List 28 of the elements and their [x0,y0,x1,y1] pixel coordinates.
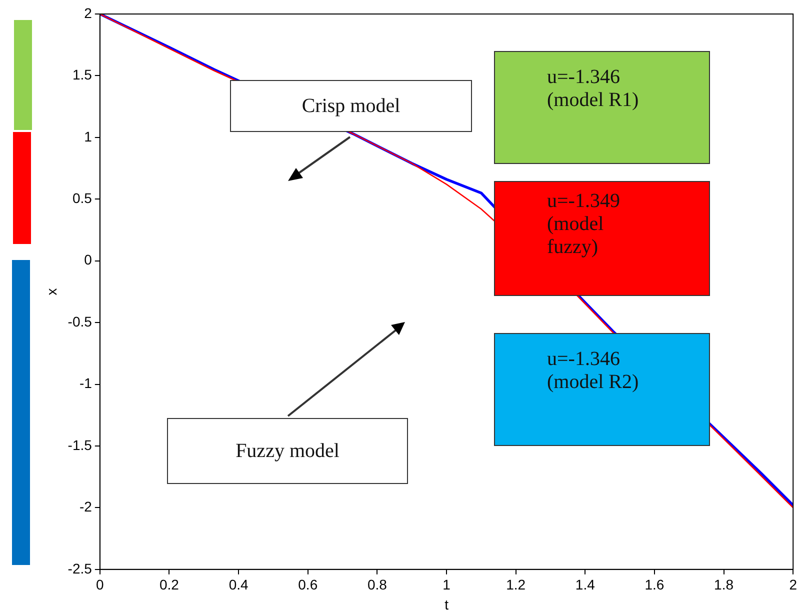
y-tick-label: -2.5 [68,560,92,576]
x-tick-label: 0.4 [228,576,248,593]
y-tick-label: 1.5 [72,66,92,83]
x-tick-label: 0 [96,576,104,593]
y-axis-title: x [43,288,60,296]
x-axis-title: t [444,596,449,612]
note-box: u=-1.346 (model R2) [494,333,710,446]
x-tick-label: 0.8 [367,576,388,593]
y-tick-label: 0.5 [72,190,92,206]
x-tick-label: 1.2 [506,576,526,593]
x-tick-label: 1.4 [575,576,596,593]
note-box: u=-1.346 (model R1) [494,51,710,164]
x-tick-label: 0.6 [298,576,318,593]
note-box: Fuzzy model [167,418,408,484]
x-tick-label: 1.6 [644,576,664,593]
y-tick-label: 2 [84,4,92,21]
x-tick-label: 0.2 [160,576,180,593]
y-tick-label: 0 [84,252,92,268]
x-tick-label: 1 [442,576,451,593]
x-tick-label: 1.8 [714,576,734,593]
y-tick-label: -1 [79,375,92,392]
note-box: u=-1.349 (model fuzzy) [494,181,710,296]
note-box: Crisp model [230,80,472,132]
x-tick-label: 2 [789,576,798,593]
y-tick-label: 1 [84,128,92,144]
y-tick-label: -0.5 [68,313,92,330]
y-tick-label: -2 [79,498,92,515]
y-tick-label: -1.5 [68,436,92,453]
